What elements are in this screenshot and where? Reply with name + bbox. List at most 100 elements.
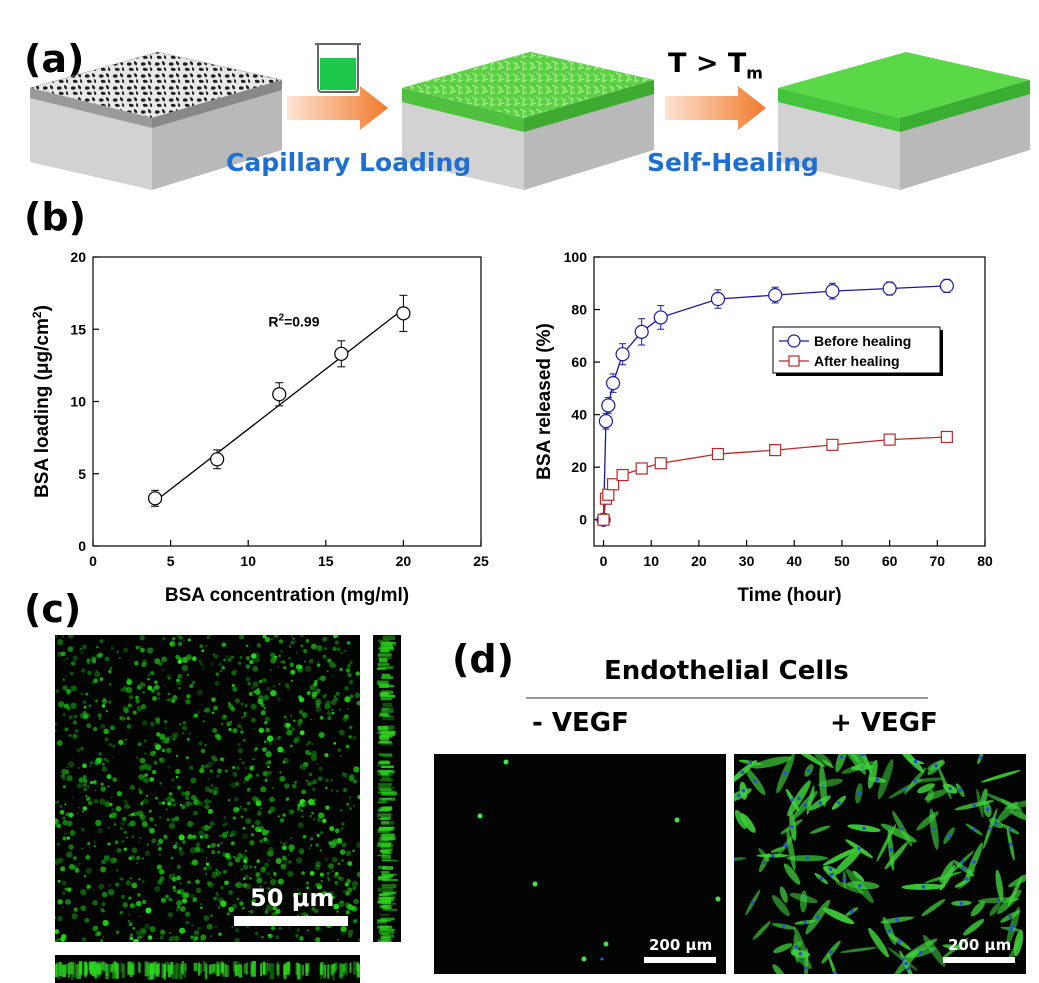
data-point [654, 457, 667, 470]
x-tick-label: 25 [473, 553, 489, 569]
data-point [635, 462, 648, 475]
data-point [334, 346, 349, 361]
data-point [826, 438, 839, 451]
panel-label-d: (d) [452, 637, 514, 681]
data-point [883, 433, 896, 446]
y-axis-label: BSA loading (μg/cm2) [30, 305, 53, 498]
r-squared-annotation: R2=0.99 [268, 312, 319, 329]
x-axis-label: BSA concentration (mg/ml) [165, 585, 409, 606]
data-point [606, 478, 620, 491]
data-point [940, 430, 953, 444]
cells-minus-vegf-image [434, 754, 726, 974]
data-point [272, 387, 287, 402]
data-point [768, 287, 783, 303]
capillary-loading-label: Capillary Loading [226, 148, 472, 177]
bottom-texture [55, 961, 360, 981]
x-tick-label: 5 [167, 553, 175, 569]
data-point [769, 444, 782, 457]
x-tick-label: 60 [882, 553, 898, 569]
data-point [147, 491, 163, 506]
data-point [602, 488, 615, 501]
confocal-bottom-view [55, 955, 360, 983]
y-tick-label: 20 [70, 249, 86, 265]
legend-label: After healing [814, 353, 900, 369]
y-tick-label: 60 [571, 354, 587, 370]
arrow-2 [665, 86, 766, 130]
data-point [597, 513, 610, 526]
legend-label: Before healing [814, 333, 911, 349]
cells-plus-vegf-image [734, 754, 1026, 974]
title-divider [526, 697, 928, 699]
x-tick-label: 10 [240, 553, 256, 569]
data-point [634, 324, 649, 339]
green-porous-slab [401, 51, 655, 190]
panel-label-a: (a) [24, 37, 85, 81]
schematic-a [29, 43, 1030, 190]
data-point [710, 291, 726, 307]
data-point [653, 310, 668, 325]
x-axis-label: Time (hour) [737, 585, 841, 606]
data-point [601, 398, 616, 413]
legend-box [772, 326, 941, 374]
x-tick-label: 10 [643, 553, 659, 569]
x-tick-label: 80 [977, 553, 993, 569]
scale-bar-left [644, 957, 716, 963]
minus-vegf-label: - VEGF [532, 708, 629, 738]
y-tick-label: 20 [571, 459, 587, 475]
scale-bar-label-right: 200 μm [948, 936, 1012, 954]
data-point [939, 278, 954, 294]
data-point [598, 414, 614, 429]
self-healing-label: Self-Healing [647, 148, 819, 177]
arrow-1 [287, 86, 388, 130]
healed-slab [778, 52, 1030, 190]
data-point [825, 284, 840, 299]
release-chart: 0 10 20 30 40 50 60 70 80 0 20 40 60 80 100 Time (hour)… [534, 249, 993, 606]
data-point [616, 468, 629, 482]
fluorescence-texture [55, 635, 360, 942]
panel-label-b: (b) [24, 195, 86, 239]
scale-bar-50um [234, 916, 348, 926]
x-tick-label: 20 [396, 553, 412, 569]
data-point [711, 447, 725, 461]
y-tick-label: 80 [571, 302, 587, 318]
data-point [605, 376, 621, 391]
confocal-image [55, 635, 360, 942]
y-tick-label: 5 [78, 466, 86, 482]
y-tick-label: 0 [78, 538, 86, 554]
beaker-icon [315, 43, 361, 93]
y-tick-label: 100 [564, 249, 588, 265]
x-tick-label: 15 [318, 553, 334, 569]
x-tick-label: 0 [89, 553, 97, 569]
data-point [210, 452, 225, 467]
loading-chart: 0 5 10 15 20 25 0 5 10 15 20 BSA concentration (mg/… [30, 249, 489, 606]
panel-label-c: (c) [24, 587, 82, 631]
endothelial-title: Endothelial Cells [604, 656, 849, 686]
legend-marker [788, 355, 800, 367]
confocal-side-view [373, 635, 401, 942]
data-point [396, 306, 411, 321]
y-axis-label: BSA released (%) [534, 323, 555, 480]
temperature-condition: T > Tm [668, 48, 763, 83]
sparse-cells [477, 759, 721, 962]
y-tick-label: 15 [70, 321, 86, 337]
x-tick-label: 30 [739, 553, 755, 569]
x-tick-label: 70 [930, 553, 946, 569]
y-tick-label: 0 [579, 512, 587, 528]
side-texture [377, 635, 398, 942]
y-tick-label: 40 [571, 407, 587, 423]
porous-slab [29, 51, 283, 190]
plot-frame [593, 256, 986, 547]
data-point [615, 347, 630, 362]
x-tick-label: 20 [691, 553, 707, 569]
dense-cells [734, 754, 1026, 974]
plus-vegf-label: + VEGF [830, 708, 938, 738]
scale-bar-label-left: 200 μm [649, 936, 713, 954]
scale-bar-right [943, 957, 1015, 963]
legend-marker [787, 334, 801, 348]
data-point [882, 281, 897, 296]
x-tick-label: 0 [600, 553, 608, 569]
x-tick-label: 50 [834, 553, 850, 569]
scale-bar-label-c: 50 μm [250, 884, 335, 912]
x-tick-label: 40 [786, 553, 802, 569]
y-tick-label: 10 [70, 394, 86, 410]
